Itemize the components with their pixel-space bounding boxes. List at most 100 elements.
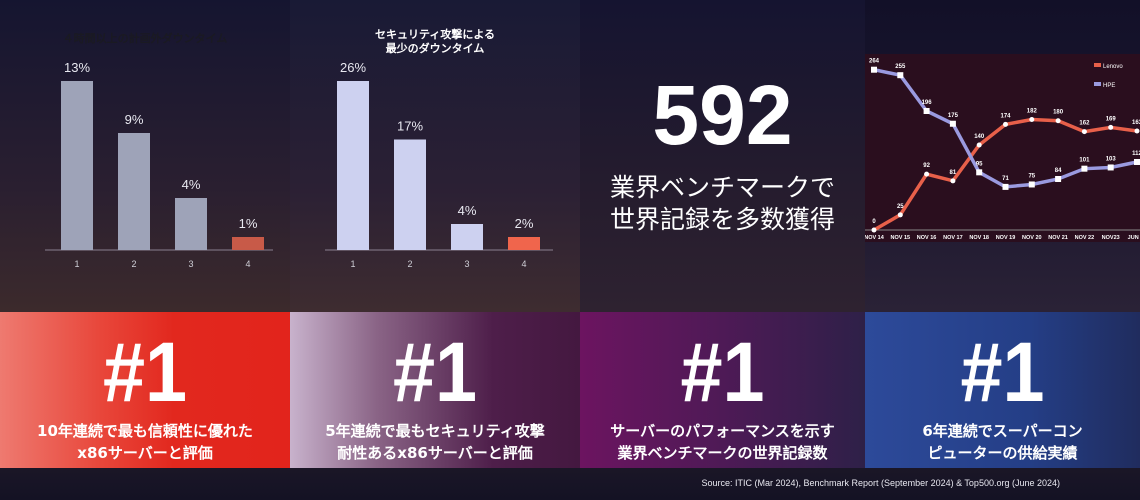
data-label: 180 [1053, 110, 1064, 116]
data-label: 174 [1000, 113, 1011, 119]
tick-label: NOV 19 [996, 235, 1016, 241]
data-point [976, 142, 982, 148]
line-chart-column: NOV 14 NOV 15 NOV 16 NOV 17 NOV 18 NOV 19 NOV … [865, 0, 1140, 312]
legend-swatch [1094, 82, 1101, 86]
data-label: 2% [515, 216, 534, 231]
data-label: 26% [340, 60, 366, 75]
headline-line: 業界ベンチマークで [609, 173, 835, 202]
data-point [1108, 124, 1114, 130]
panel-text: サーバーのパフォーマンスを示す 業界ベンチマークの世界記録数 [580, 420, 865, 464]
panel-line: x86サーバーと評価 [77, 444, 213, 462]
data-label: 255 [895, 64, 906, 70]
chart-title-line: セキュリティ攻撃による [374, 28, 495, 41]
data-point [897, 72, 904, 79]
data-label: 101 [1079, 158, 1090, 164]
data-label: 1% [239, 216, 258, 231]
bar [394, 139, 426, 250]
panel-line: ピューターの供給実績 [927, 444, 1078, 462]
tick-label: 4 [245, 259, 250, 269]
data-label: 71 [1002, 176, 1009, 182]
tick-label: NOV 18 [969, 235, 989, 241]
tick-label: JUN 24 [1128, 235, 1140, 241]
data-label: 0 [872, 219, 876, 225]
bar-chart-unplanned-downtime: 13% 1 9% 2 4% 3 1% 4 [45, 60, 273, 269]
headline-line: 世界記録を多数獲得 [609, 205, 835, 234]
panel-line: 5年連続で最もセキュリティ攻撃 [325, 422, 545, 440]
data-point [1134, 128, 1140, 134]
data-label: 9% [125, 112, 144, 127]
data-label: 169 [1106, 116, 1117, 122]
data-label: 4% [182, 177, 201, 192]
panel-line: 耐性あるx86サーバーと評価 [337, 444, 533, 462]
data-label: 163 [1132, 120, 1140, 126]
panel-text: 6年連続でスーパーコン ピューターの供給実績 [865, 420, 1140, 464]
tick-label: 1 [74, 259, 79, 269]
tick-label: 1 [350, 259, 355, 269]
tick-label: 2 [131, 259, 136, 269]
tick-label: NOV 22 [1075, 235, 1095, 241]
data-point [976, 169, 983, 176]
data-label: 84 [1055, 168, 1062, 174]
data-label: 140 [974, 134, 985, 140]
data-label: 112 [1132, 151, 1140, 157]
data-label: 75 [1028, 173, 1035, 179]
tick-label: NOV 14 [865, 235, 885, 241]
tick-label: 3 [464, 259, 469, 269]
headline-number: 592 [652, 68, 793, 162]
panel-security: #1 5年連続で最もセキュリティ攻撃 耐性あるx86サーバーと評価 [290, 312, 580, 468]
data-label: 264 [869, 59, 880, 65]
chart-column-1: ４時間以上の計画外ダウンタイム 13% 1 9% 2 4% 3 1% 4 [0, 0, 290, 312]
data-point [1055, 176, 1062, 182]
panel-text: 5年連続で最もセキュリティ攻撃 耐性あるx86サーバーと評価 [290, 420, 580, 464]
rank: #1 [680, 325, 765, 419]
data-point [1003, 121, 1008, 127]
data-label: 4% [458, 203, 477, 218]
rank: #1 [102, 325, 188, 419]
panel-performance: #1 サーバーのパフォーマンスを示す 業界ベンチマークの世界記録数 [580, 312, 865, 468]
tick-label: NOV23 [1102, 235, 1120, 241]
panel-line: 6年連続でスーパーコン [922, 422, 1083, 440]
chart-column-2: セキュリティ攻撃による 最少のダウンタイム 26% 1 17% 2 4% 3 2% 4 [290, 0, 580, 312]
legend-swatch [1094, 63, 1101, 67]
line-chart-world-records: NOV 14 NOV 15 NOV 16 NOV 17 NOV 18 NOV 19 NOV … [865, 54, 1140, 242]
data-point [1055, 118, 1061, 124]
chart-title-line: 最少のダウンタイム [385, 42, 485, 55]
data-point [924, 171, 930, 177]
data-point [1107, 164, 1114, 171]
tick-label: NOV 21 [1048, 235, 1068, 241]
panel-line: 業界ベンチマークの世界記録数 [617, 444, 828, 462]
chart-title: ４時間以上の計画外ダウンタイム [62, 32, 228, 45]
tick-label: 4 [521, 259, 526, 269]
tick-label: 2 [407, 259, 412, 269]
data-label: 162 [1079, 121, 1090, 127]
bar [232, 237, 264, 250]
source-note: Source: ITIC (Mar 2024), Benchmark Repor… [701, 478, 1060, 488]
tick-label: NOV 16 [917, 235, 937, 241]
tick-label: NOV 17 [943, 235, 963, 241]
series-line [873, 117, 1138, 232]
data-point [950, 178, 956, 184]
data-label: 13% [64, 60, 90, 75]
data-point [871, 66, 877, 73]
chart-title: セキュリティ攻撃による 最少のダウンタイム [290, 28, 580, 56]
data-point [1002, 183, 1009, 190]
data-label: 17% [397, 119, 423, 134]
panel-text: 10年連続で最も信頼性に優れた x86サーバーと評価 [0, 420, 290, 464]
data-label: 175 [948, 113, 959, 119]
bar [175, 198, 207, 250]
data-label: 182 [1027, 109, 1038, 115]
tick-label: NOV 20 [1022, 235, 1042, 241]
rank: #1 [960, 325, 1045, 419]
data-label: 25 [897, 204, 904, 210]
tick-label: NOV 15 [891, 235, 911, 241]
data-point [1028, 181, 1035, 188]
bar-chart-security-downtime: 26% 1 17% 2 4% 3 2% 4 [325, 60, 553, 269]
data-point [897, 212, 903, 218]
data-point [871, 227, 877, 233]
data-label: 92 [923, 163, 930, 169]
legend-label: HPE [1103, 83, 1115, 89]
panel-reliability: #1 10年連続で最も信頼性に優れた x86サーバーと評価 [0, 312, 290, 468]
data-label: 95 [976, 161, 983, 167]
data-point [1081, 129, 1087, 135]
panel-line: 10年連続で最も信頼性に優れた [37, 422, 253, 440]
